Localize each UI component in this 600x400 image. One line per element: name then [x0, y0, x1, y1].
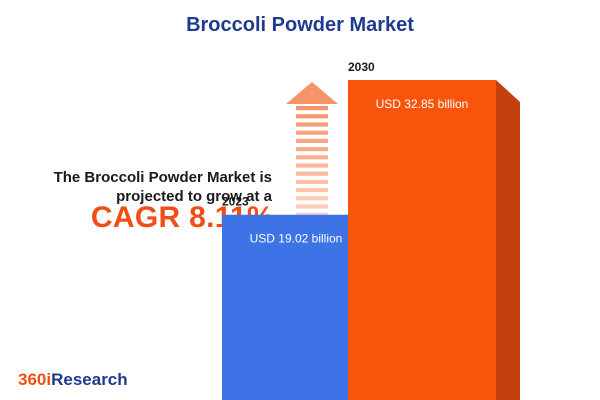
growth-arrow-stripe	[296, 155, 328, 160]
growth-arrow-stripe	[296, 212, 328, 217]
growth-arrow-head	[286, 82, 338, 104]
growth-arrow-stripe	[296, 114, 328, 119]
growth-arrow-stripe	[296, 204, 328, 209]
growth-arrow-stripe	[296, 163, 328, 168]
brand-logo-suffix: Research	[51, 370, 128, 389]
growth-arrow-stripe	[296, 138, 328, 143]
growth-arrow-stripe	[296, 106, 328, 111]
bar-2023	[222, 214, 370, 400]
year-label-2030: 2030	[348, 60, 375, 74]
growth-arrow-stripe	[296, 171, 328, 176]
year-label-2023: 2023	[222, 195, 249, 209]
bar-2030	[348, 80, 496, 400]
growth-arrow-stripe	[296, 130, 328, 135]
page-title: Broccoli Powder Market	[186, 14, 414, 36]
brand-logo-prefix: 360i	[18, 370, 52, 389]
growth-arrow-stripe	[296, 147, 328, 152]
growth-arrow-stripe	[296, 122, 328, 127]
value-label-2030: USD 32.85 billion	[376, 97, 469, 111]
growth-arrow-stripe	[296, 196, 328, 201]
growth-arrow-stripe	[296, 188, 328, 193]
cagr-tagline: The Broccoli Powder Market is projected …	[53, 169, 272, 205]
bar-side-2030	[496, 80, 520, 400]
brand-logo: 360iResearch	[18, 370, 128, 390]
value-label-2023: USD 19.02 billion	[250, 232, 343, 246]
growth-arrow-stripe	[296, 179, 328, 184]
